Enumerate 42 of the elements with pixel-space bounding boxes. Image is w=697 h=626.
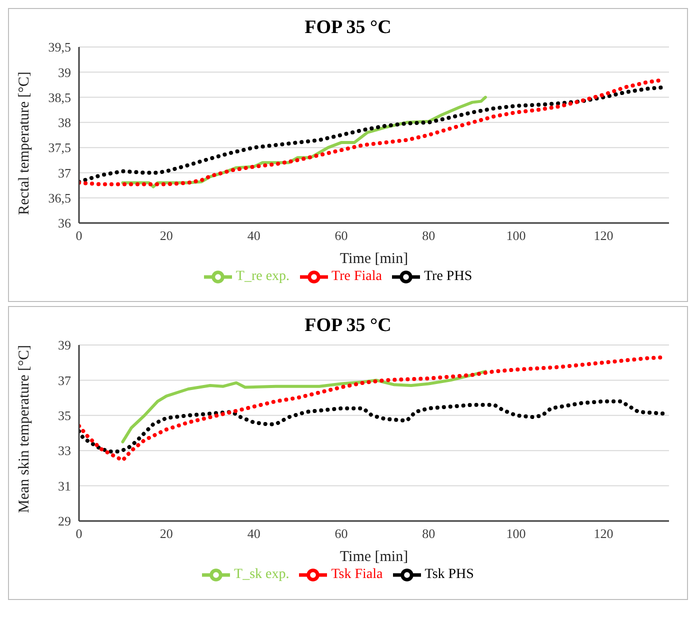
y-tick-label: 37: [58, 372, 72, 388]
line-series: [121, 370, 487, 444]
y-tick-label: 37,5: [48, 140, 71, 156]
x-tick-label: 0: [76, 526, 82, 542]
x-tick-label: 80: [422, 228, 436, 244]
y-tick-label: 39,5: [48, 40, 71, 55]
y-tick-label: 38: [58, 115, 71, 130]
x-tick-label: 80: [422, 526, 436, 542]
legend-label: T_sk exp.: [234, 567, 290, 582]
y-tick-label: 37: [58, 165, 72, 180]
y-tick-label: 36,5: [48, 190, 71, 206]
x-tick-label: 100: [506, 526, 526, 542]
y-tick-label: 36: [58, 216, 72, 231]
legend-label: Tre Fiala: [332, 269, 382, 284]
x-tick-label: 20: [160, 228, 173, 244]
x-axis-title: Time [min]: [340, 549, 408, 565]
chart-title: FOP 35 °C: [304, 315, 392, 337]
x-tick-label: 60: [334, 526, 348, 542]
x-tick-label: 0: [76, 228, 82, 244]
legend-label: Tsk Fiala: [331, 567, 383, 582]
y-tick-label: 39: [58, 64, 71, 80]
y-tick-label: 38,5: [48, 90, 71, 105]
x-tick-label: 120: [594, 228, 614, 244]
legend-label: Tsk PHS: [424, 567, 474, 582]
y-tick-label: 33: [58, 443, 71, 458]
line-series: [79, 399, 667, 454]
x-tick-label: 60: [334, 228, 348, 244]
y-axis-title: Rectal temperature [°C]: [16, 72, 32, 215]
y-axis-title: Mean skin temperature [°C]: [16, 344, 32, 513]
y-tick-label: 29: [58, 514, 71, 529]
x-tick-label: 20: [160, 526, 173, 542]
x-axis-title: Time [min]: [340, 251, 408, 267]
x-tick-label: 40: [247, 228, 260, 244]
chart-title: FOP 35 °C: [304, 17, 392, 39]
x-tick-label: 40: [247, 526, 260, 542]
y-tick-label: 35: [58, 408, 71, 424]
x-tick-label: 100: [506, 228, 526, 244]
legend-label: Tre PHS: [424, 269, 472, 284]
y-tick-label: 39: [58, 338, 71, 353]
legend-label: T_re exp.: [236, 269, 290, 284]
y-tick-label: 31: [58, 478, 71, 494]
x-tick-label: 120: [594, 526, 614, 542]
